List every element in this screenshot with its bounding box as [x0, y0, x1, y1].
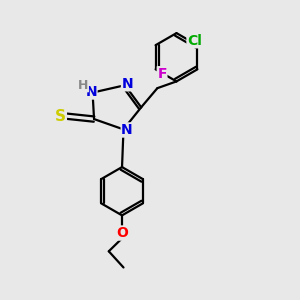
Text: F: F	[157, 67, 167, 81]
Text: N: N	[85, 85, 97, 99]
Text: Cl: Cl	[187, 34, 202, 48]
Text: H: H	[78, 79, 88, 92]
Text: N: N	[121, 123, 133, 137]
Text: N: N	[122, 77, 133, 91]
Text: S: S	[55, 109, 66, 124]
Text: O: O	[116, 226, 128, 240]
